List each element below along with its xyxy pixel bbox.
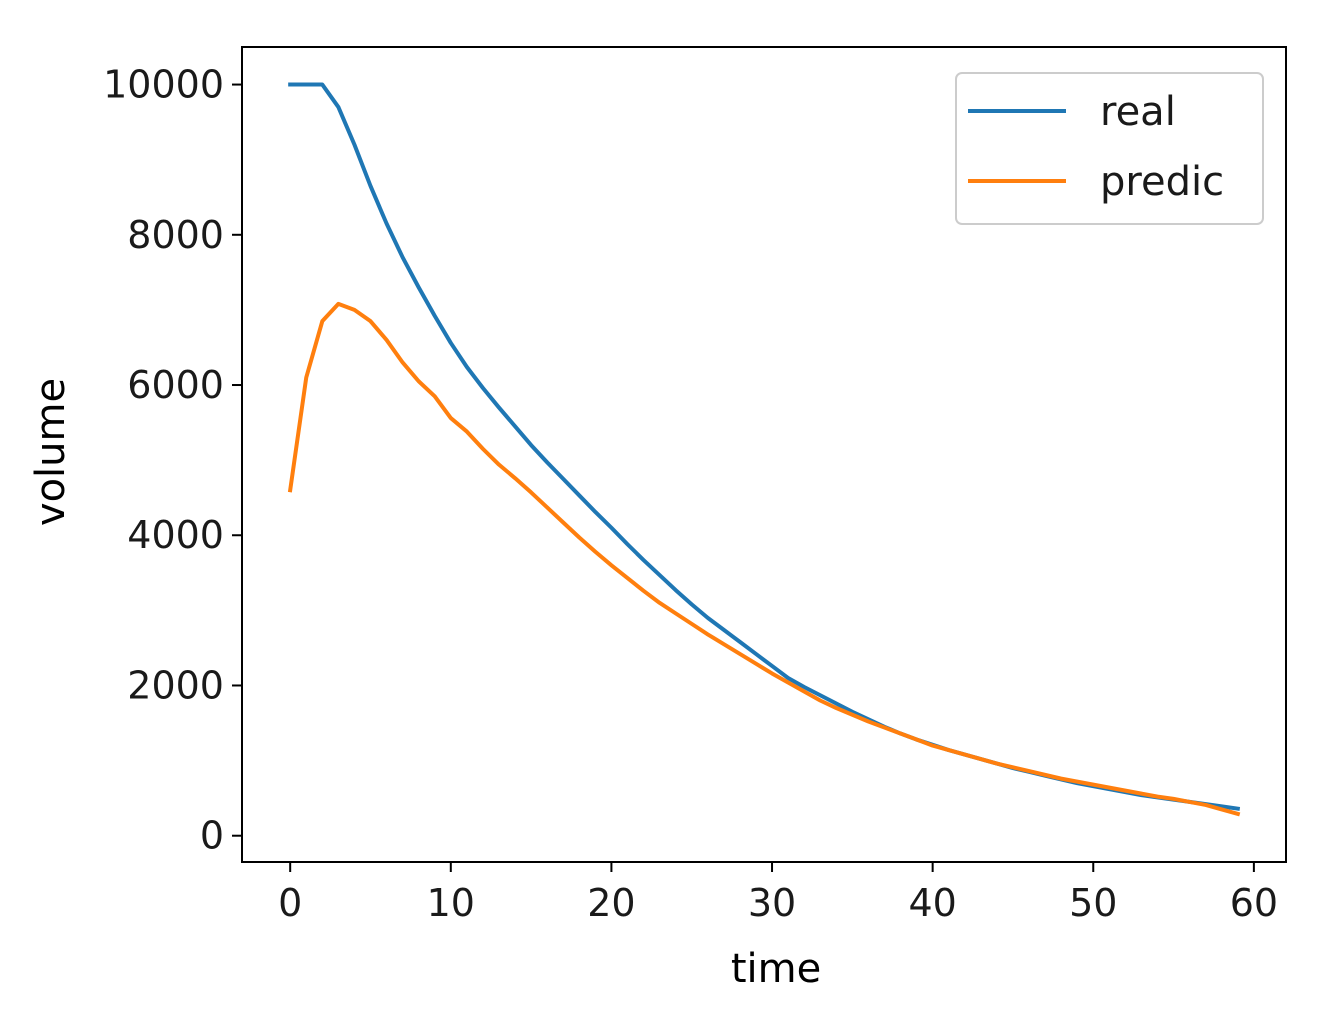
series-line-predic [287,301,1241,817]
x-tick-label: 50 [1069,881,1117,925]
y-axis: 0 2000 4000 6000 8000 10000 [103,63,242,858]
x-axis: 0 10 20 30 40 50 60 [278,862,1278,925]
x-tick-label: 0 [278,881,302,925]
y-tick-label: 6000 [127,363,224,407]
x-tick-label: 60 [1230,881,1278,925]
x-tick-label: 30 [748,881,796,925]
legend-label-predic: predic [1100,159,1224,205]
x-tick-label: 20 [587,881,635,925]
x-axis-title: time [731,946,821,992]
y-tick-label: 10000 [103,63,224,107]
y-tick-label: 8000 [127,213,224,257]
x-tick-label: 10 [427,881,475,925]
plot-frame [241,46,1287,863]
y-tick-label: 2000 [127,663,224,707]
y-tick-label: 4000 [127,513,224,557]
y-axis-title: volume [28,378,74,526]
x-tick-label: 40 [908,881,956,925]
y-tick-label: 0 [200,814,224,858]
legend: real predic [955,72,1264,225]
plot-series [287,82,1241,817]
legend-label-real: real [1100,89,1176,135]
